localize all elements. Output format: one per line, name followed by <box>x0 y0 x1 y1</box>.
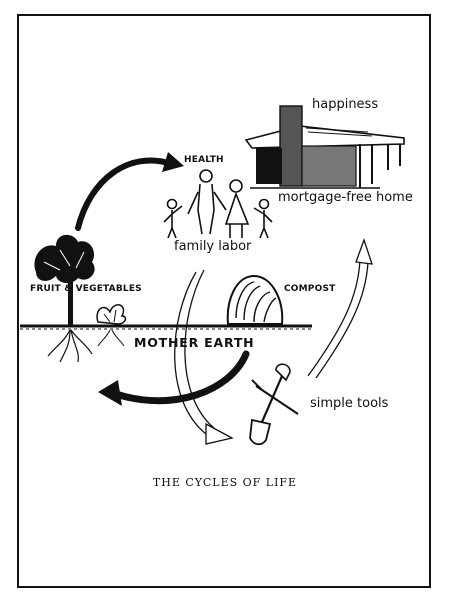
label-mother-earth: MOTHER EARTH <box>134 335 255 350</box>
vegetable-plant-icon <box>96 304 127 347</box>
label-health: HEALTH <box>184 155 224 165</box>
label-fruit-vegetables: FRUIT & VEGETABLES <box>30 284 142 294</box>
cycle-arrows <box>75 152 373 445</box>
label-home: mortgage-free home <box>278 190 413 205</box>
label-happiness: happiness <box>312 97 379 112</box>
illustration-frame <box>17 14 431 588</box>
label-simple-tools: simple tools <box>310 396 389 411</box>
family-icon <box>163 169 273 239</box>
house-icon <box>244 105 405 189</box>
ground-line <box>20 324 312 330</box>
compost-heap-icon <box>226 274 284 325</box>
label-family-labor: family labor <box>174 239 252 254</box>
label-compost: COMPOST <box>284 284 336 294</box>
spade-icon <box>249 363 299 446</box>
caption: THE CYCLES OF LIFE <box>152 476 298 489</box>
fruit-tree-icon <box>34 234 95 363</box>
